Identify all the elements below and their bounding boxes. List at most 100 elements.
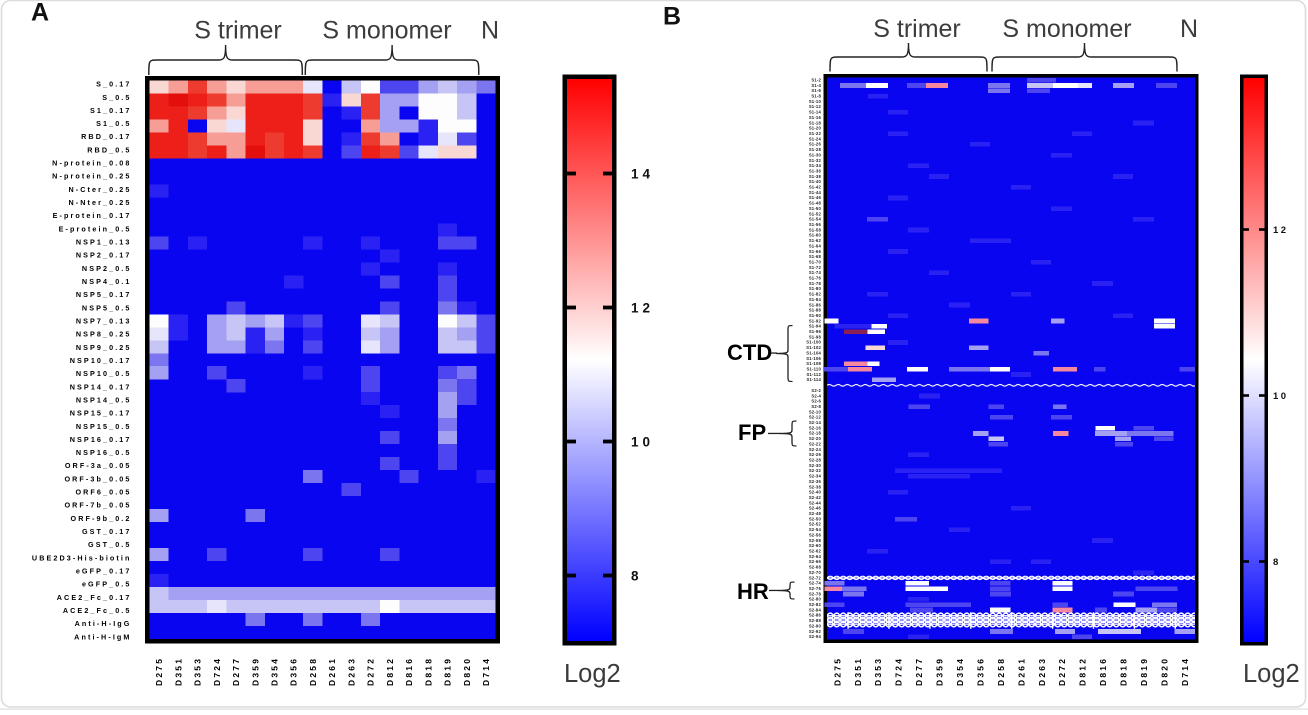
svg-text:D353: D353 — [193, 657, 203, 686]
svg-text:S2-36: S2-36 — [809, 479, 822, 484]
svg-text:S1-76: S1-76 — [809, 276, 822, 281]
svg-text:D272: D272 — [366, 657, 376, 686]
svg-text:S1-18: S1-18 — [809, 120, 822, 125]
svg-text:S1-50: S1-50 — [809, 206, 822, 211]
svg-text:HR: HR — [737, 579, 769, 604]
svg-text:S2-84: S2-84 — [809, 607, 822, 612]
svg-text:8: 8 — [1273, 557, 1281, 568]
svg-text:D359: D359 — [250, 657, 260, 686]
svg-text:S2-50: S2-50 — [809, 516, 822, 521]
svg-text:ACE2_Fc_0.5: ACE2_Fc_0.5 — [63, 606, 132, 615]
svg-text:S2-24: S2-24 — [809, 447, 822, 452]
svg-text:S1_0.5: S1_0.5 — [96, 119, 131, 128]
svg-text:D819: D819 — [443, 657, 453, 686]
svg-text:S1-68: S1-68 — [809, 254, 822, 259]
svg-text:D277: D277 — [914, 657, 924, 686]
svg-text:D714: D714 — [1180, 657, 1190, 686]
svg-text:D351: D351 — [853, 657, 863, 686]
svg-text:S2-26: S2-26 — [809, 452, 822, 457]
svg-text:S1-46: S1-46 — [809, 195, 822, 200]
svg-text:ORF-3a_0.05: ORF-3a_0.05 — [65, 461, 132, 470]
svg-text:N: N — [1180, 15, 1198, 43]
svg-text:S1-62: S1-62 — [809, 238, 822, 243]
svg-text:S2-18: S2-18 — [809, 431, 822, 436]
svg-text:S2-54: S2-54 — [809, 527, 822, 532]
svg-text:FP: FP — [738, 420, 766, 445]
svg-text:S1-66: S1-66 — [809, 249, 822, 254]
svg-text:D353: D353 — [873, 657, 883, 686]
svg-text:D724: D724 — [212, 657, 222, 686]
svg-text:S2-56: S2-56 — [809, 532, 822, 537]
svg-text:D354: D354 — [955, 657, 965, 686]
svg-text:GST_0.5: GST_0.5 — [88, 540, 131, 549]
svg-text:ORF6_0.05: ORF6_0.05 — [75, 488, 131, 497]
svg-text:S1-94: S1-94 — [809, 324, 822, 329]
svg-text:D356: D356 — [289, 657, 299, 686]
svg-text:S2-16: S2-16 — [809, 425, 822, 430]
svg-text:D818: D818 — [423, 657, 433, 686]
svg-text:S1-90: S1-90 — [809, 313, 822, 318]
svg-text:12: 12 — [631, 301, 654, 316]
svg-text:S2-62: S2-62 — [809, 548, 822, 553]
svg-text:S1-36: S1-36 — [809, 168, 822, 173]
svg-text:S2-80: S2-80 — [809, 597, 822, 602]
svg-text:S1-52: S1-52 — [809, 211, 822, 216]
svg-text:D258: D258 — [996, 657, 1006, 686]
svg-text:D272: D272 — [1057, 657, 1067, 686]
svg-text:UBE2D3-His-biotin: UBE2D3-His-biotin — [32, 553, 132, 562]
svg-text:E-protein_0.5: E-protein_0.5 — [59, 224, 132, 233]
svg-text:S1-74: S1-74 — [809, 270, 822, 275]
svg-text:S2-6: S2-6 — [811, 399, 821, 404]
svg-text:N-Nter_0.25: N-Nter_0.25 — [68, 198, 131, 207]
svg-text:Log2: Log2 — [564, 660, 621, 688]
svg-text:S1-30: S1-30 — [809, 152, 822, 157]
svg-text:S2-2: S2-2 — [811, 388, 821, 393]
svg-text:S1-104: S1-104 — [806, 350, 821, 355]
svg-text:NSP14_0.5: NSP14_0.5 — [76, 395, 132, 404]
svg-text:S1-6: S1-6 — [811, 88, 821, 93]
svg-text:NSP16_0.17: NSP16_0.17 — [70, 435, 132, 444]
svg-text:NSP10_0.5: NSP10_0.5 — [76, 369, 132, 378]
svg-text:D275: D275 — [154, 657, 164, 686]
svg-text:S2-94: S2-94 — [809, 634, 822, 639]
svg-text:D277: D277 — [231, 657, 241, 686]
svg-text:S1-110: S1-110 — [807, 367, 822, 372]
svg-text:S1-92: S1-92 — [809, 318, 822, 323]
svg-text:S2-44: S2-44 — [809, 500, 822, 505]
svg-text:S2-92: S2-92 — [809, 629, 822, 634]
svg-text:S1-108: S1-108 — [806, 361, 821, 366]
svg-text:S1-44: S1-44 — [809, 190, 822, 195]
svg-text:S1-84: S1-84 — [809, 297, 822, 302]
svg-text:S1-102: S1-102 — [806, 345, 821, 350]
svg-text:S2-64: S2-64 — [809, 554, 822, 559]
svg-text:S2-74: S2-74 — [809, 581, 822, 586]
svg-text:D820: D820 — [462, 657, 472, 686]
svg-text:S2-22: S2-22 — [809, 441, 822, 446]
svg-text:S1-38: S1-38 — [809, 174, 822, 179]
svg-text:NSP15_0.17: NSP15_0.17 — [70, 409, 132, 418]
svg-text:S1-12: S1-12 — [809, 104, 822, 109]
svg-text:S2-4: S2-4 — [811, 393, 821, 398]
svg-text:S1-4: S1-4 — [811, 83, 821, 88]
svg-text:S1-2: S1-2 — [811, 77, 821, 82]
svg-text:D263: D263 — [1037, 657, 1047, 686]
svg-text:S_0.5: S_0.5 — [102, 93, 131, 102]
svg-text:14: 14 — [631, 167, 654, 182]
svg-text:Anti-H-IgG: Anti-H-IgG — [75, 619, 132, 628]
svg-text:S2-14: S2-14 — [809, 420, 822, 425]
svg-text:S1-64: S1-64 — [809, 243, 822, 248]
svg-text:S2-20: S2-20 — [809, 436, 822, 441]
svg-text:NSP8_0.25: NSP8_0.25 — [76, 330, 132, 339]
svg-text:S monomer: S monomer — [322, 17, 451, 45]
svg-text:Log2: Log2 — [1243, 660, 1300, 688]
svg-text:RBD_0.17: RBD_0.17 — [81, 132, 131, 141]
svg-text:ORF-7b_0.05: ORF-7b_0.05 — [64, 501, 131, 510]
svg-text:GST_0.17: GST_0.17 — [82, 527, 132, 536]
svg-text:S1_0.17: S1_0.17 — [90, 106, 131, 115]
svg-text:D354: D354 — [269, 657, 279, 686]
svg-text:D258: D258 — [308, 657, 318, 686]
svg-text:S1-100: S1-100 — [806, 340, 821, 345]
svg-text:eGFP_0.5: eGFP_0.5 — [82, 580, 132, 589]
svg-text:S2-48: S2-48 — [809, 511, 822, 516]
svg-text:S2-86: S2-86 — [809, 613, 822, 618]
